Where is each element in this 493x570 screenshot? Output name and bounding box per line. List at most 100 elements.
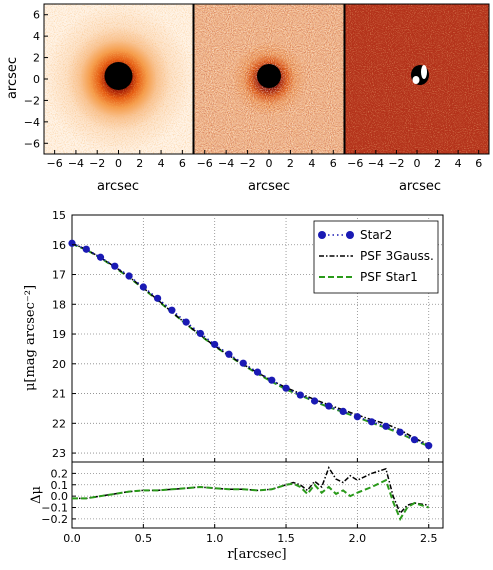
profile-series (68, 239, 433, 450)
profile-ticks: 15 16 17 18 19 20 21 22 23 (52, 209, 430, 462)
profile-point-star2 (125, 272, 133, 280)
residual-ytick-label: −0.2 (41, 513, 68, 526)
residual-ytick-label: 0.0 (51, 490, 69, 503)
profile-point-star2 (111, 262, 119, 270)
image-xtick-label: 6 (330, 157, 337, 170)
profile-point-star2 (282, 384, 290, 392)
residual-xtick-label: 2.0 (349, 532, 367, 545)
image-xtick-label: −6 (47, 157, 63, 170)
profile-ytick-label: 16 (52, 239, 66, 252)
legend-marker-star2b (346, 231, 354, 239)
legend-entry-psfstar1: PSF Star1 (319, 270, 418, 284)
residual-ytick-label: 0.2 (51, 467, 69, 480)
profile-point-star2 (353, 413, 361, 421)
profile-point-star2 (82, 245, 90, 253)
profile-point-star2 (182, 318, 190, 326)
profile-point-star2 (339, 407, 347, 416)
image-xlabel-middle: arcsec (248, 179, 290, 194)
profile-ytick-label: 22 (52, 417, 66, 430)
image-xtick-label: −2 (239, 157, 255, 170)
image-panel-right (345, 4, 489, 154)
image-xtick-label: −2 (388, 157, 404, 170)
profile-point-star2 (211, 340, 219, 349)
image-xtick-label: 6 (475, 157, 482, 170)
legend-label-psf3gauss: PSF 3Gauss. (360, 249, 434, 263)
profile-ytick-label: 23 (52, 447, 66, 460)
profile-point-star2 (154, 294, 162, 302)
profile-point-star2 (268, 376, 276, 384)
profile-point-star2 (425, 442, 433, 450)
profile-point-star2 (68, 239, 76, 247)
profile-line-psf-star1 (71, 242, 430, 448)
image-xtick-label: 0 (414, 157, 421, 170)
residual-xtick-label: 2.5 (420, 532, 438, 545)
image-ytick-label: 4 (33, 30, 40, 43)
image-xtick-label: −4 (68, 157, 84, 170)
image-ylabel: arcsec (5, 57, 20, 99)
image-ytick-label: −6 (24, 137, 40, 150)
profile-ytick-label: 15 (52, 209, 66, 222)
legend-label-psfstar1: PSF Star1 (360, 270, 418, 284)
profile-point-star2 (225, 350, 233, 358)
profile-ytick-label: 18 (52, 298, 66, 311)
residual-ticks: 0.20.10.0−0.1−0.20.0 0.5 1.0 1.5 2.0 2.5 (41, 467, 437, 545)
profile-ytick-label: 21 (52, 388, 66, 401)
image-xlabel-left: arcsec (97, 179, 139, 194)
legend: Star2 PSF 3Gauss. PSF Star1 (313, 220, 439, 294)
legend-entry-psf3gauss: PSF 3Gauss. (319, 249, 434, 263)
profile-ytick-label: 17 (52, 269, 66, 282)
image-ytick-label: 6 (33, 9, 40, 22)
residual-ytick-label: 0.1 (51, 479, 69, 492)
image-xlabel-right: arcsec (399, 179, 441, 194)
profile-point-star2 (368, 418, 376, 426)
profile-line-psf-3gauss- (71, 242, 430, 446)
profile-point-star2 (310, 397, 319, 405)
image-ytick-label: 2 (33, 52, 40, 65)
profile-point-star2 (139, 283, 147, 291)
profile-panel: 15 16 17 18 19 20 21 22 23 (52, 209, 444, 463)
image-ytick-label: 0 (33, 73, 40, 86)
legend-entry-star2: Star2 (318, 228, 392, 242)
residual-panel: 0.20.10.0−0.1−0.20.0 0.5 1.0 1.5 2.0 2.5 (41, 461, 444, 545)
residual-xlabel: r[arcsec] (227, 547, 286, 562)
image-panel-left (44, 4, 193, 154)
image-xtick-label: −2 (89, 157, 105, 170)
image-xtick-label: 2 (136, 157, 143, 170)
image-xtick-label: 4 (308, 157, 315, 170)
profile-ytick-label: 20 (52, 358, 66, 371)
profile-point-star2 (325, 402, 333, 410)
profile-point-star2 (168, 306, 176, 314)
profile-point-star2 (410, 436, 419, 444)
profile-point-star2 (239, 359, 247, 367)
image-xtick-label: 0 (266, 157, 273, 170)
image-xtick-label: −4 (218, 157, 234, 170)
residual-xtick-label: 1.0 (206, 532, 224, 545)
profile-point-star2 (196, 329, 205, 338)
legend-label-star2: Star2 (360, 228, 392, 242)
profile-point-star2 (96, 253, 105, 261)
image-xtick-label: 4 (455, 157, 462, 170)
residual-xtick-label: 1.5 (277, 532, 295, 545)
image-xtick-label: 4 (158, 157, 165, 170)
residual-ytick-label: −0.1 (41, 502, 68, 515)
image-xtick-label: 2 (287, 157, 294, 170)
residual-line-psf-star1 (72, 478, 430, 522)
profile-point-star2 (396, 428, 404, 436)
residual-grid (72, 462, 443, 528)
legend-marker-star2 (318, 231, 326, 239)
profile-point-star2 (253, 368, 262, 376)
image-xtick-label: −6 (347, 157, 363, 170)
profile-ytick-label: 19 (52, 328, 66, 341)
profile-ylabel: μ[mag arcsec⁻²] (23, 285, 38, 391)
residual-xtick-label: 0.0 (63, 532, 81, 545)
profile-point-star2 (296, 391, 304, 399)
image-xtick-label: 6 (179, 157, 186, 170)
residual-ylabel: Δμ (29, 486, 44, 504)
image-xtick-label: −4 (368, 157, 384, 170)
image-ytick-label: −4 (24, 116, 40, 129)
image-xtick-label: −6 (197, 157, 213, 170)
residual-series (72, 466, 430, 522)
image-panel-middle (194, 4, 344, 154)
